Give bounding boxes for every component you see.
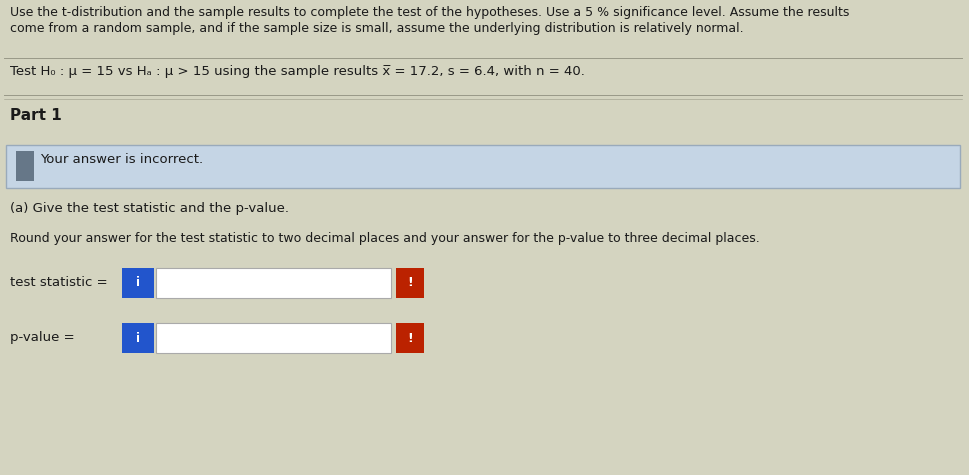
Text: come from a random sample, and if the sample size is small, assume the underlyin: come from a random sample, and if the sa… (10, 22, 743, 35)
FancyBboxPatch shape (156, 323, 391, 353)
Text: Round your answer for the test statistic to two decimal places and your answer f: Round your answer for the test statistic… (10, 232, 760, 245)
FancyBboxPatch shape (156, 268, 391, 298)
Text: p-value =: p-value = (10, 332, 75, 344)
Text: i: i (136, 276, 140, 289)
FancyBboxPatch shape (122, 323, 154, 353)
FancyBboxPatch shape (16, 151, 34, 181)
FancyBboxPatch shape (396, 268, 424, 298)
Text: (a) Give the test statistic and the p-value.: (a) Give the test statistic and the p-va… (10, 202, 289, 215)
Text: Use the t-distribution and the sample results to complete the test of the hypoth: Use the t-distribution and the sample re… (10, 6, 850, 19)
FancyBboxPatch shape (396, 323, 424, 353)
Text: i: i (136, 332, 140, 344)
Text: Your answer is incorrect.: Your answer is incorrect. (40, 153, 203, 166)
Text: Test H₀ : μ = 15 vs Hₐ : μ > 15 using the sample results x̅ = 17.2, s = 6.4, wit: Test H₀ : μ = 15 vs Hₐ : μ > 15 using th… (10, 65, 585, 78)
Text: !: ! (407, 276, 413, 289)
FancyBboxPatch shape (6, 145, 960, 188)
Text: !: ! (407, 332, 413, 344)
Text: Part 1: Part 1 (10, 108, 62, 123)
Text: test statistic =: test statistic = (10, 276, 108, 289)
FancyBboxPatch shape (122, 268, 154, 298)
